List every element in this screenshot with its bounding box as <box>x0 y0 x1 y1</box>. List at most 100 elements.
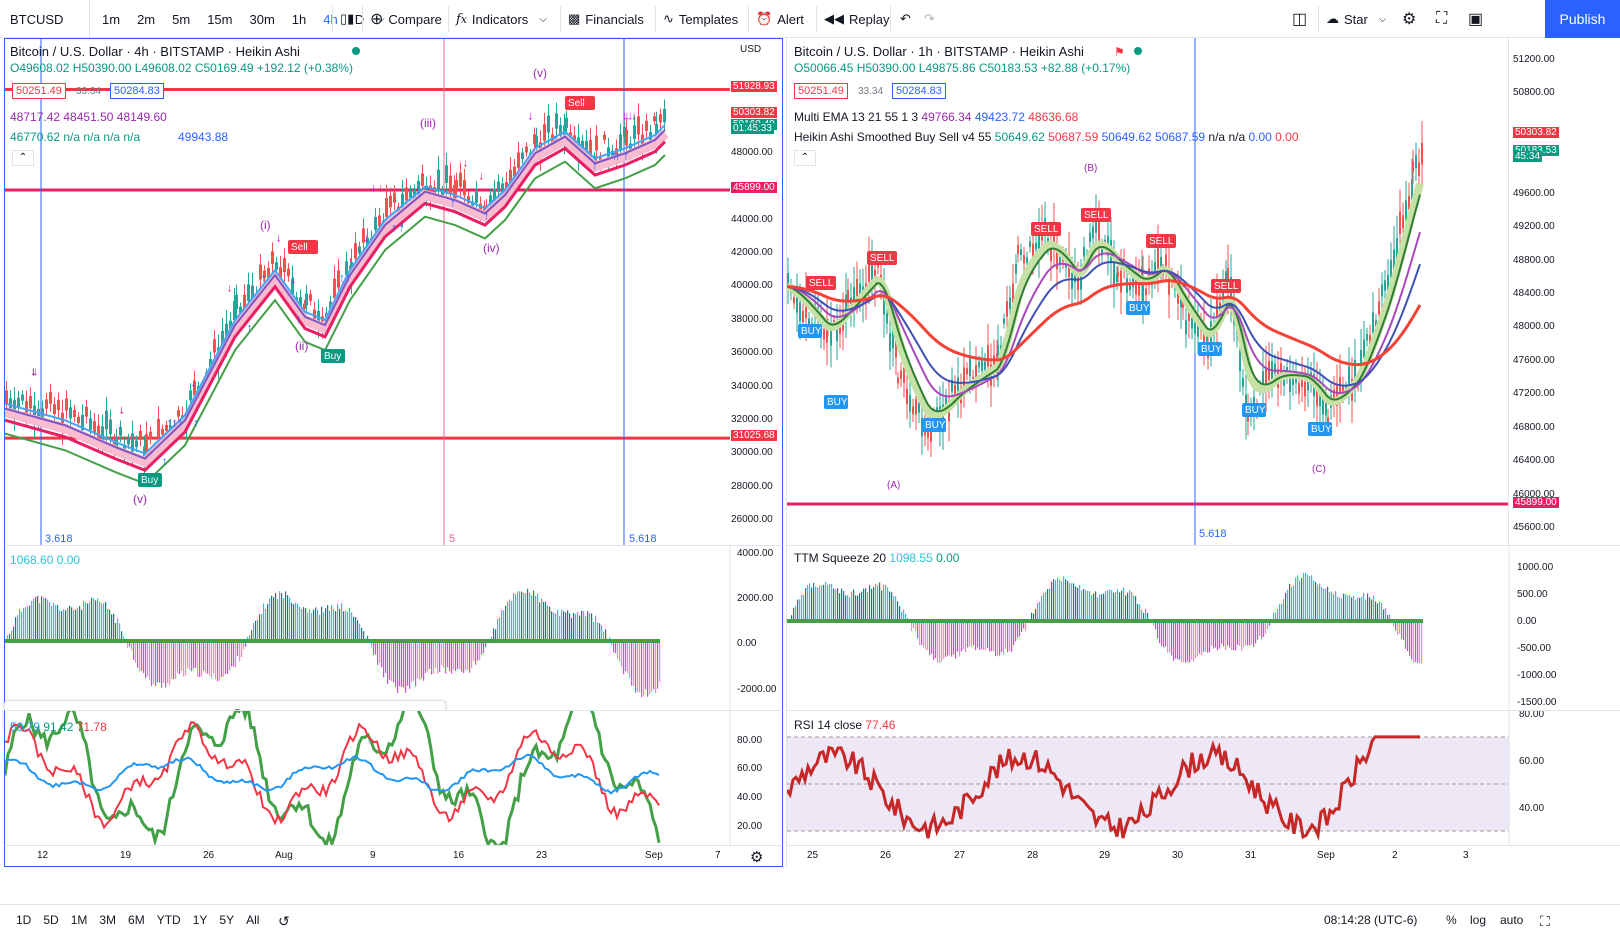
candle-body <box>89 418 92 430</box>
candle-body <box>193 380 196 396</box>
layout-button[interactable]: ◫ <box>1292 0 1307 38</box>
flag-icon[interactable]: ⚑ <box>1114 45 1125 59</box>
fullscreen-toggle[interactable]: ⛶ <box>1540 913 1550 930</box>
right-squeeze-bar <box>1091 595 1093 621</box>
alert-button[interactable]: ⏰ Alert <box>756 0 804 38</box>
interval-5m[interactable]: 5m <box>172 11 191 27</box>
left-squeeze-bar <box>165 641 167 688</box>
candle-body <box>565 117 568 128</box>
left-squeeze-bar <box>403 641 405 688</box>
goto-date-button[interactable]: ↺ <box>278 913 290 930</box>
candle-body <box>1375 320 1377 327</box>
chart-settings-gear[interactable]: ⚙ <box>750 848 763 866</box>
settings-button[interactable]: ⚙ <box>1402 0 1416 38</box>
left-rsi-pane[interactable]: 80.00 60.00 40.00 20.00 <box>4 710 783 845</box>
candle-body <box>915 399 917 415</box>
left-squeeze-bar <box>503 610 505 641</box>
right-squeeze-bar <box>1383 609 1385 621</box>
candle-body <box>1396 238 1398 261</box>
right-ema-legend: Multi EMA 13 21 55 1 3 49766.34 49423.72… <box>794 110 1078 124</box>
undo-button[interactable]: ↶ <box>900 0 911 38</box>
symbol-search[interactable]: BTCUSD <box>0 0 90 38</box>
candle-body <box>77 416 80 424</box>
interval-1h[interactable]: 1h <box>291 11 307 27</box>
left-chart-main[interactable]: 3.618 5 5.618 (i) (ii) (iii) (iv) (v) (v) Sell Sel… <box>4 38 783 545</box>
range-all[interactable]: All <box>246 913 260 927</box>
left-squeeze-pane[interactable]: 4000.00 2000.00 0.00 -2000.00 <box>4 545 783 710</box>
left-bid-box[interactable]: 50251.49 <box>12 83 66 99</box>
right-chart-main[interactable]: 5.618 SELL SELL SELL SELL SELL SELL BUY BUY BUY BU… <box>786 38 1620 545</box>
has-val-2: 50687.59 <box>1048 130 1099 144</box>
candle-body <box>1003 318 1005 324</box>
compare-button[interactable]: ⊕ Compare <box>370 0 442 38</box>
price-tick-label: 28000.00 <box>731 480 773 492</box>
right-ask-box[interactable]: 50284.83 <box>892 83 946 99</box>
right-squeeze-bar <box>1317 584 1319 621</box>
left-price-axis[interactable]: 51928.9350303.8250169.4901:45:3348000.00… <box>728 38 783 545</box>
chart-type-button[interactable]: ▯▮ <box>340 0 354 38</box>
right-time-axis[interactable]: 25 26 27 28 29 30 31 Sep 2 3 <box>786 845 1620 867</box>
right-rsi-pane[interactable]: 80.00 60.00 40.00 <box>786 710 1620 845</box>
right-squeeze-bar <box>1089 591 1091 621</box>
interval-2m[interactable]: 2m <box>137 11 156 27</box>
candle-body <box>405 187 408 201</box>
right-squeeze-bar <box>1037 602 1039 621</box>
left-time-axis[interactable]: 12 19 26 Aug 9 16 23 Sep 7 <box>4 845 783 867</box>
snapshot-button[interactable]: ▣ <box>1468 0 1483 38</box>
auto-toggle[interactable]: auto <box>1500 913 1524 927</box>
left-squeeze-bar <box>385 641 387 673</box>
range-1y[interactable]: 1Y <box>192 913 208 927</box>
left-ask-box[interactable]: 50284.83 <box>110 83 164 99</box>
collapse-legend-button[interactable]: ⌃ <box>794 150 816 166</box>
rsi-value: 77.46 <box>865 718 896 732</box>
right-squeeze-bar <box>1047 589 1049 621</box>
collapse-legend-button[interactable]: ⌃ <box>12 150 34 166</box>
left-squeeze-bar <box>411 641 413 682</box>
candle-body <box>189 390 192 401</box>
range-ytd[interactable]: YTD <box>156 913 181 927</box>
candle-body <box>1117 271 1119 277</box>
log-toggle[interactable]: log <box>1470 913 1487 927</box>
left-squeeze-bar <box>37 595 39 641</box>
chevron-down-icon[interactable]: ⌵ <box>377 13 385 25</box>
right-squeeze-pane[interactable]: 1000.00 500.00 0.00 -500.00 -1000.00 -1500.00 <box>786 545 1620 710</box>
range-3m[interactable]: 3M <box>99 913 117 927</box>
percent-toggle[interactable]: % <box>1446 913 1457 927</box>
financials-button[interactable]: ▩ Financials <box>568 0 644 38</box>
interval-4h[interactable]: 4h <box>323 11 338 27</box>
right-price-axis[interactable]: 51200.00 50800.00 50303.82 50183.5345:34 496… <box>1508 38 1620 545</box>
indicators-button[interactable]: fx Indicators ⌵ <box>456 0 547 38</box>
redo-button[interactable]: ↷ <box>924 0 935 38</box>
candle-body <box>912 406 914 415</box>
right-squeeze-bar <box>955 621 957 659</box>
right-squeeze-bar <box>1133 595 1135 621</box>
left-squeeze-bar <box>579 615 581 641</box>
right-squeeze-bar <box>935 621 937 659</box>
candle-body <box>5 390 8 404</box>
currency-selector[interactable]: USD <box>740 44 762 55</box>
star-button[interactable]: ☁ Star ⌵ <box>1326 0 1386 38</box>
left-squeeze-bar <box>185 641 187 676</box>
clock[interactable]: 08:14:28 (UTC-6) <box>1324 913 1418 927</box>
templates-button[interactable]: ∿ Templates <box>663 0 738 38</box>
right-squeeze-bar <box>1017 621 1019 638</box>
interval-15m[interactable]: 15m <box>207 11 233 27</box>
left-squeeze-bar <box>353 616 355 641</box>
range-5d[interactable]: 5D <box>43 913 59 927</box>
candle-body <box>1185 320 1187 335</box>
right-squeeze-bar <box>1199 621 1201 654</box>
range-6m[interactable]: 6M <box>128 913 145 927</box>
interval-1m[interactable]: 1m <box>102 11 121 27</box>
range-5y[interactable]: 5Y <box>219 913 235 927</box>
fullscreen-button[interactable]: ⛶ <box>1436 0 1447 38</box>
range-1d[interactable]: 1D <box>16 913 32 927</box>
interval-30m[interactable]: 30m <box>249 11 275 27</box>
left-squeeze-bar <box>455 641 457 671</box>
candle-body <box>1092 226 1094 239</box>
right-bid-box[interactable]: 50251.49 <box>794 83 848 99</box>
right-ohlc: O50066.45 H50390.00 L49875.86 C50183.53 … <box>794 61 1131 75</box>
range-1m[interactable]: 1M <box>70 913 88 927</box>
interval-d[interactable]: D <box>354 11 365 27</box>
publish-button[interactable]: Publish <box>1545 0 1620 38</box>
replay-button[interactable]: ◀◀ Replay <box>824 0 889 38</box>
